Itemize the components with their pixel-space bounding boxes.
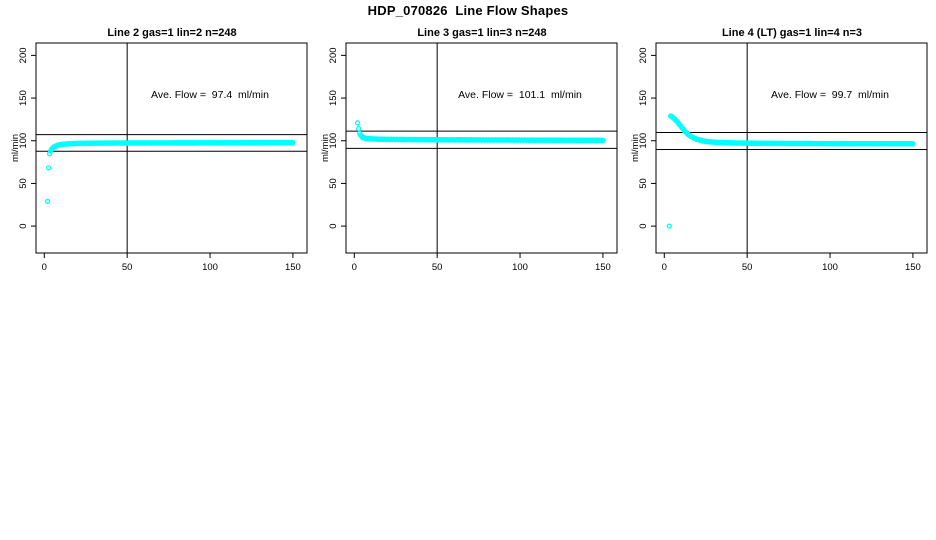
data-points [44, 139, 296, 205]
x-tick-label: 0 [42, 262, 47, 273]
x-tick-label: 100 [822, 262, 838, 273]
y-tick-label: 0 [18, 223, 29, 228]
data-point-outlier [666, 223, 672, 229]
panel-line-4: Line 4 (LT) gas=1 lin=4 n=3 0 50 100 150 0 50… [626, 27, 936, 292]
plot-line-2: 0 50 100 150 0 50 100 150 200 ml/min [10, 42, 308, 273]
y-tick-label: 0 [638, 223, 649, 228]
data-point [44, 198, 51, 205]
data-point [354, 120, 361, 126]
x-tick-label: 100 [512, 262, 528, 273]
y-axis-label: ml/min [320, 134, 331, 162]
plot-line-4: 0 50 100 150 0 50 100 150 200 ml/min [630, 42, 928, 273]
y-tick-label: 100 [328, 133, 339, 149]
ave-flow-annotation-line-2: Ave. Flow = 97.4 ml/min [151, 89, 269, 101]
y-tick-label: 100 [18, 133, 29, 149]
page-title: HDP_070826 Line Flow Shapes [367, 3, 569, 18]
y-tick-label: 200 [328, 47, 339, 63]
data-point [600, 137, 606, 144]
y-tick-label: 200 [638, 47, 649, 63]
panel-title-line-4: Line 4 (LT) gas=1 lin=4 n=3 [721, 27, 863, 39]
data-points [354, 120, 606, 144]
y-tick-label: 50 [18, 178, 29, 189]
y-tick-label: 100 [638, 133, 649, 149]
y-tick-label: 50 [638, 178, 649, 189]
data-point [910, 141, 916, 147]
data-point [45, 165, 52, 171]
data-point [355, 125, 362, 132]
axis-box [35, 42, 308, 254]
data-point [290, 140, 296, 146]
y-tick-label: 150 [638, 90, 649, 106]
x-tick-label: 100 [202, 262, 218, 273]
x-tick-label: 150 [285, 262, 301, 273]
x-tick-label: 50 [432, 262, 443, 273]
axis-box [655, 42, 928, 254]
x-tick-label: 50 [122, 262, 133, 273]
x-tick-label: 0 [662, 262, 667, 273]
y-tick-label: 200 [18, 47, 29, 63]
y-axis-label: ml/min [630, 134, 641, 162]
y-tick-label: 0 [328, 223, 339, 228]
plot-line-3: 0 50 100 150 0 50 100 150 200 ml/min [320, 42, 618, 273]
x-tick-label: 150 [905, 262, 921, 273]
ave-flow-annotation-line-4: Ave. Flow = 99.7 ml/min [771, 89, 889, 101]
panel-title-line-2: Line 2 gas=1 lin=2 n=248 [107, 27, 237, 39]
y-tick-label: 150 [328, 90, 339, 106]
x-tick-label: 50 [742, 262, 753, 273]
panel-line-3: Line 3 gas=1 lin=3 n=248 0 50 100 150 0 50 100… [316, 27, 631, 292]
ave-flow-annotation-line-3: Ave. Flow = 101.1 ml/min [458, 89, 582, 101]
data-points [666, 113, 916, 229]
y-tick-label: 150 [18, 90, 29, 106]
panel-line-2: Line 2 gas=1 lin=2 n=248 0 50 100 150 0 50 100… [6, 27, 321, 292]
data-point [46, 151, 53, 157]
y-tick-label: 50 [328, 178, 339, 189]
panel-title-line-3: Line 3 gas=1 lin=3 n=248 [417, 27, 547, 39]
x-tick-label: 150 [595, 262, 611, 273]
x-tick-label: 0 [352, 262, 357, 273]
y-axis-label: ml/min [10, 134, 21, 162]
